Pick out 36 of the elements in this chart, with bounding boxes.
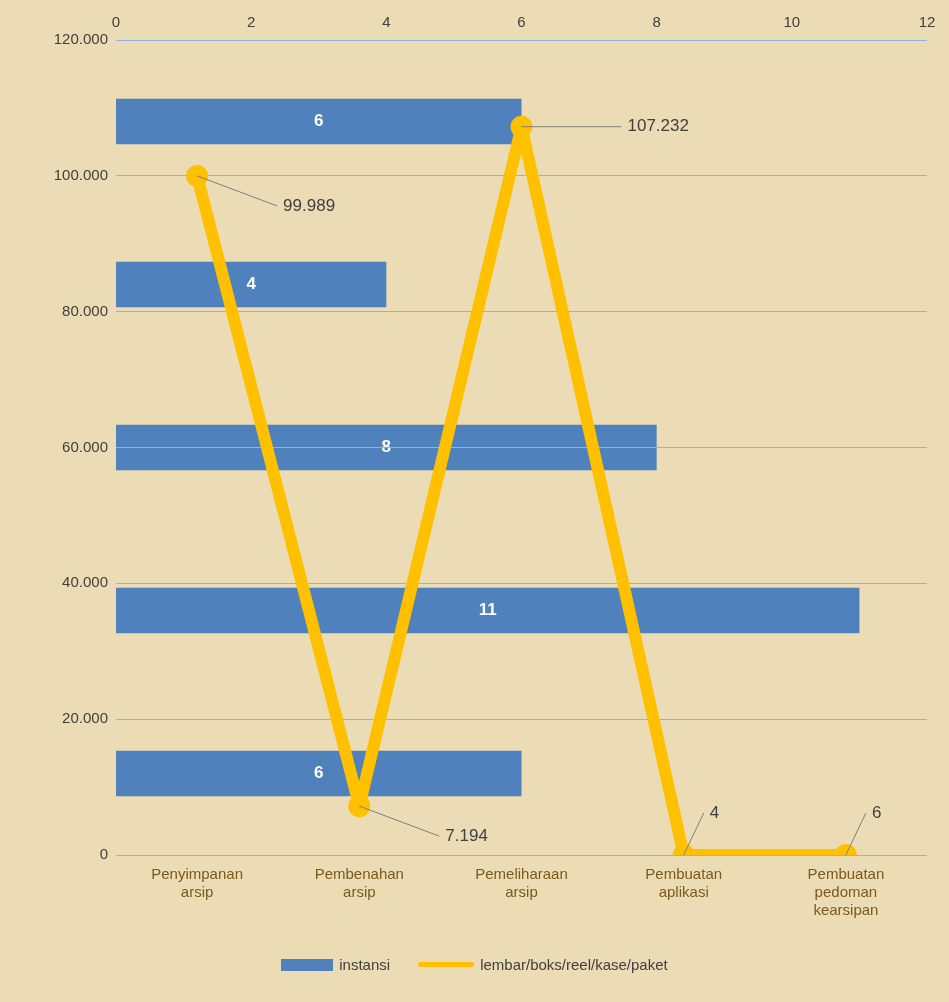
x-tick-label: Pembuatan pedoman kearsipan [807, 865, 885, 919]
x2-tick-label: 4 [382, 13, 391, 31]
x2-tick-label: 12 [918, 13, 936, 31]
y-tick-label: 60.000 [62, 437, 108, 455]
data-label: 4 [709, 802, 720, 822]
data-label: 107.232 [627, 116, 689, 136]
bar [116, 98, 522, 145]
data-label: 6 [871, 802, 882, 822]
x2-tick-label: 8 [652, 13, 661, 31]
data-label: 6 [314, 763, 324, 783]
x-tick-label: Pemeliharaan arsip [475, 865, 568, 901]
bar [116, 750, 522, 797]
x-tick-label: Penyimpanan arsip [151, 865, 243, 901]
y-tick-label: 0 [99, 845, 108, 863]
y-tick-label: 120.000 [53, 30, 108, 48]
x2-tick-label: 6 [517, 13, 526, 31]
y-tick-label: 80.000 [62, 301, 108, 319]
data-label: 7.194 [445, 825, 488, 845]
bar [116, 587, 860, 634]
x2-tick-label: 2 [246, 13, 256, 31]
legend-label: lembar/boks/reel/kase/paket [480, 956, 668, 973]
y-tick-label: 100.000 [53, 165, 108, 183]
y-tick-label: 40.000 [62, 573, 108, 591]
y-tick-label: 20.000 [62, 709, 108, 727]
data-label: 6 [314, 111, 324, 131]
x2-tick-label: 10 [783, 13, 801, 31]
bar [116, 261, 387, 308]
x-tick-label: Pembenahan arsip [314, 865, 404, 901]
x2-tick-label: 0 [111, 13, 121, 31]
bar [116, 424, 657, 471]
data-label: 99.989 [283, 195, 336, 215]
point [510, 115, 533, 138]
data-label: 4 [246, 274, 257, 294]
x-tick-label: Pembuatan aplikasi [645, 865, 723, 901]
legend-label: instansi [339, 956, 391, 973]
data-label: 11 [478, 600, 497, 620]
